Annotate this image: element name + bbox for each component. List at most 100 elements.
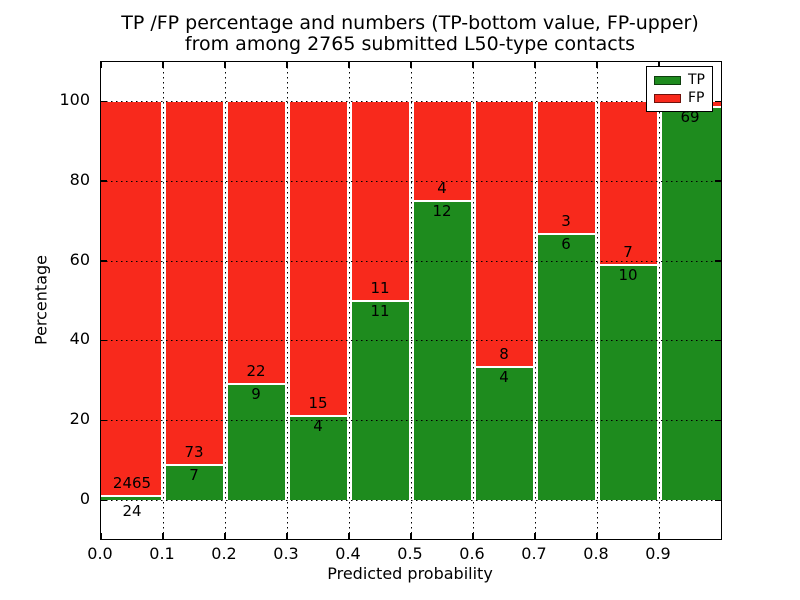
- fp-color-swatch: [654, 93, 681, 103]
- tp-count-label: 12: [432, 201, 452, 220]
- fp-count-label: 8: [499, 345, 509, 363]
- fp-bar-segment: [165, 102, 223, 465]
- y-tick-label: 0: [79, 489, 90, 508]
- y-tick-mark-left: [101, 339, 107, 342]
- x-tick-mark-bottom: [658, 533, 660, 539]
- tp-bar-segment: [537, 232, 595, 500]
- fp-count-label: 15: [308, 394, 328, 412]
- legend-label-fp: FP: [688, 90, 705, 106]
- tp-bar-segment: [599, 264, 657, 500]
- tp-count-label: 4: [313, 417, 323, 435]
- x-tick-mark-bottom: [534, 533, 536, 539]
- fp-bar-segment: [289, 102, 347, 415]
- y-tick-mark-right: [715, 419, 721, 422]
- x-axis-label: Predicted probability: [327, 564, 493, 583]
- x-tick-mark-bottom: [410, 533, 412, 539]
- tp-count-label: 9: [251, 385, 261, 404]
- y-tick-mark-left: [101, 499, 107, 501]
- vertical-gridline: [348, 62, 350, 539]
- fp-bar-segment: [101, 102, 161, 496]
- tp-bar-segment: [227, 383, 285, 500]
- tp-bar-segment: [413, 199, 471, 500]
- x-tick-mark-top: [410, 62, 412, 68]
- x-tick-mark-bottom: [472, 533, 474, 539]
- x-tick-mark-top: [348, 62, 350, 68]
- vertical-gridline: [534, 62, 536, 539]
- tp-count-label: 11: [370, 301, 390, 320]
- vertical-gridline: [472, 62, 474, 539]
- vertical-gridline: [410, 62, 412, 539]
- fp-bar-segment: [537, 102, 595, 233]
- fp-bar-segment: [351, 102, 409, 300]
- fp-count-label: 2465: [112, 474, 152, 493]
- y-tick-mark-left: [101, 260, 107, 262]
- fp-count-label: 7: [623, 243, 633, 262]
- tp-count-label: 7: [189, 466, 199, 485]
- fp-bar-segment: [475, 102, 533, 366]
- x-tick-label: 0.9: [645, 544, 671, 563]
- x-tick-label: 0.0: [87, 544, 113, 563]
- tp-count-label: 24: [122, 502, 142, 520]
- x-tick-label: 0.7: [521, 544, 547, 563]
- tp-count-label: 6: [561, 234, 571, 253]
- fp-count-label: 73: [184, 443, 204, 462]
- y-tick-mark-right: [715, 100, 721, 102]
- fp-bar-segment: [413, 102, 471, 200]
- y-tick-label: 60: [69, 249, 90, 269]
- plot-area: 2465 24 73 7 22 9 15 4 11 11 4 12 8 4 3 6 7 10 69: [100, 61, 722, 540]
- y-tick-mark-right: [715, 339, 721, 342]
- x-tick-mark-top: [224, 62, 226, 68]
- tp-bar-segment: [101, 495, 161, 500]
- y-tick-label: 100: [59, 90, 90, 109]
- x-tick-label: 0.6: [459, 544, 485, 563]
- x-tick-mark-top: [286, 62, 288, 68]
- vertical-gridline: [658, 62, 660, 539]
- x-tick-mark-top: [534, 62, 536, 68]
- y-tick-mark-right: [715, 499, 721, 501]
- y-tick-mark-left: [101, 180, 107, 182]
- vertical-gridline: [286, 62, 288, 539]
- legend-entry-tp: TP: [647, 73, 712, 87]
- x-tick-label: 0.5: [397, 544, 423, 563]
- tp-bar-segment: [661, 105, 721, 500]
- fp-count-label: 4: [437, 178, 447, 197]
- y-tick-label: 40: [69, 329, 90, 349]
- x-tick-mark-bottom: [348, 533, 350, 539]
- tp-bar-segment: [165, 464, 223, 500]
- tp-bar-segment: [289, 415, 347, 500]
- y-tick-label: 80: [69, 169, 90, 189]
- legend-entry-fp: FP: [647, 91, 712, 105]
- x-tick-mark-top: [472, 62, 474, 68]
- tp-color-swatch: [654, 75, 681, 85]
- y-tick-mark-right: [715, 180, 721, 182]
- tp-bar-segment: [351, 299, 409, 500]
- x-tick-mark-bottom: [162, 533, 164, 539]
- tp-count-label: 4: [499, 368, 509, 386]
- fp-bar-segment: [599, 102, 657, 265]
- y-tick-label: 20: [69, 409, 90, 429]
- x-tick-mark-bottom: [100, 533, 102, 539]
- vertical-gridline: [596, 62, 598, 539]
- x-tick-mark-bottom: [224, 533, 226, 539]
- x-tick-label: 0.8: [583, 544, 609, 563]
- x-tick-label: 0.4: [335, 544, 361, 563]
- y-tick-mark-left: [101, 419, 107, 422]
- chart-title: TP /FP percentage and numbers (TP-bottom…: [100, 13, 720, 55]
- tp-count-label: 10: [618, 266, 638, 285]
- tp-count-label: 69: [680, 107, 700, 126]
- chart-title-line1: TP /FP percentage and numbers (TP-bottom…: [121, 12, 699, 34]
- x-tick-mark-bottom: [286, 533, 288, 539]
- x-tick-label: 0.2: [211, 544, 237, 563]
- x-tick-mark-top: [596, 62, 598, 68]
- x-tick-mark-top: [162, 62, 164, 68]
- fp-count-label: 22: [246, 362, 266, 381]
- x-tick-mark-bottom: [596, 533, 598, 539]
- fp-count-label: 3: [561, 211, 571, 230]
- y-tick-mark-right: [715, 260, 721, 262]
- legend-label-tp: TP: [688, 72, 705, 88]
- y-tick-mark-left: [101, 100, 107, 102]
- x-tick-label: 0.1: [149, 544, 175, 563]
- vertical-gridline: [224, 62, 226, 539]
- fp-bar-segment: [227, 102, 285, 384]
